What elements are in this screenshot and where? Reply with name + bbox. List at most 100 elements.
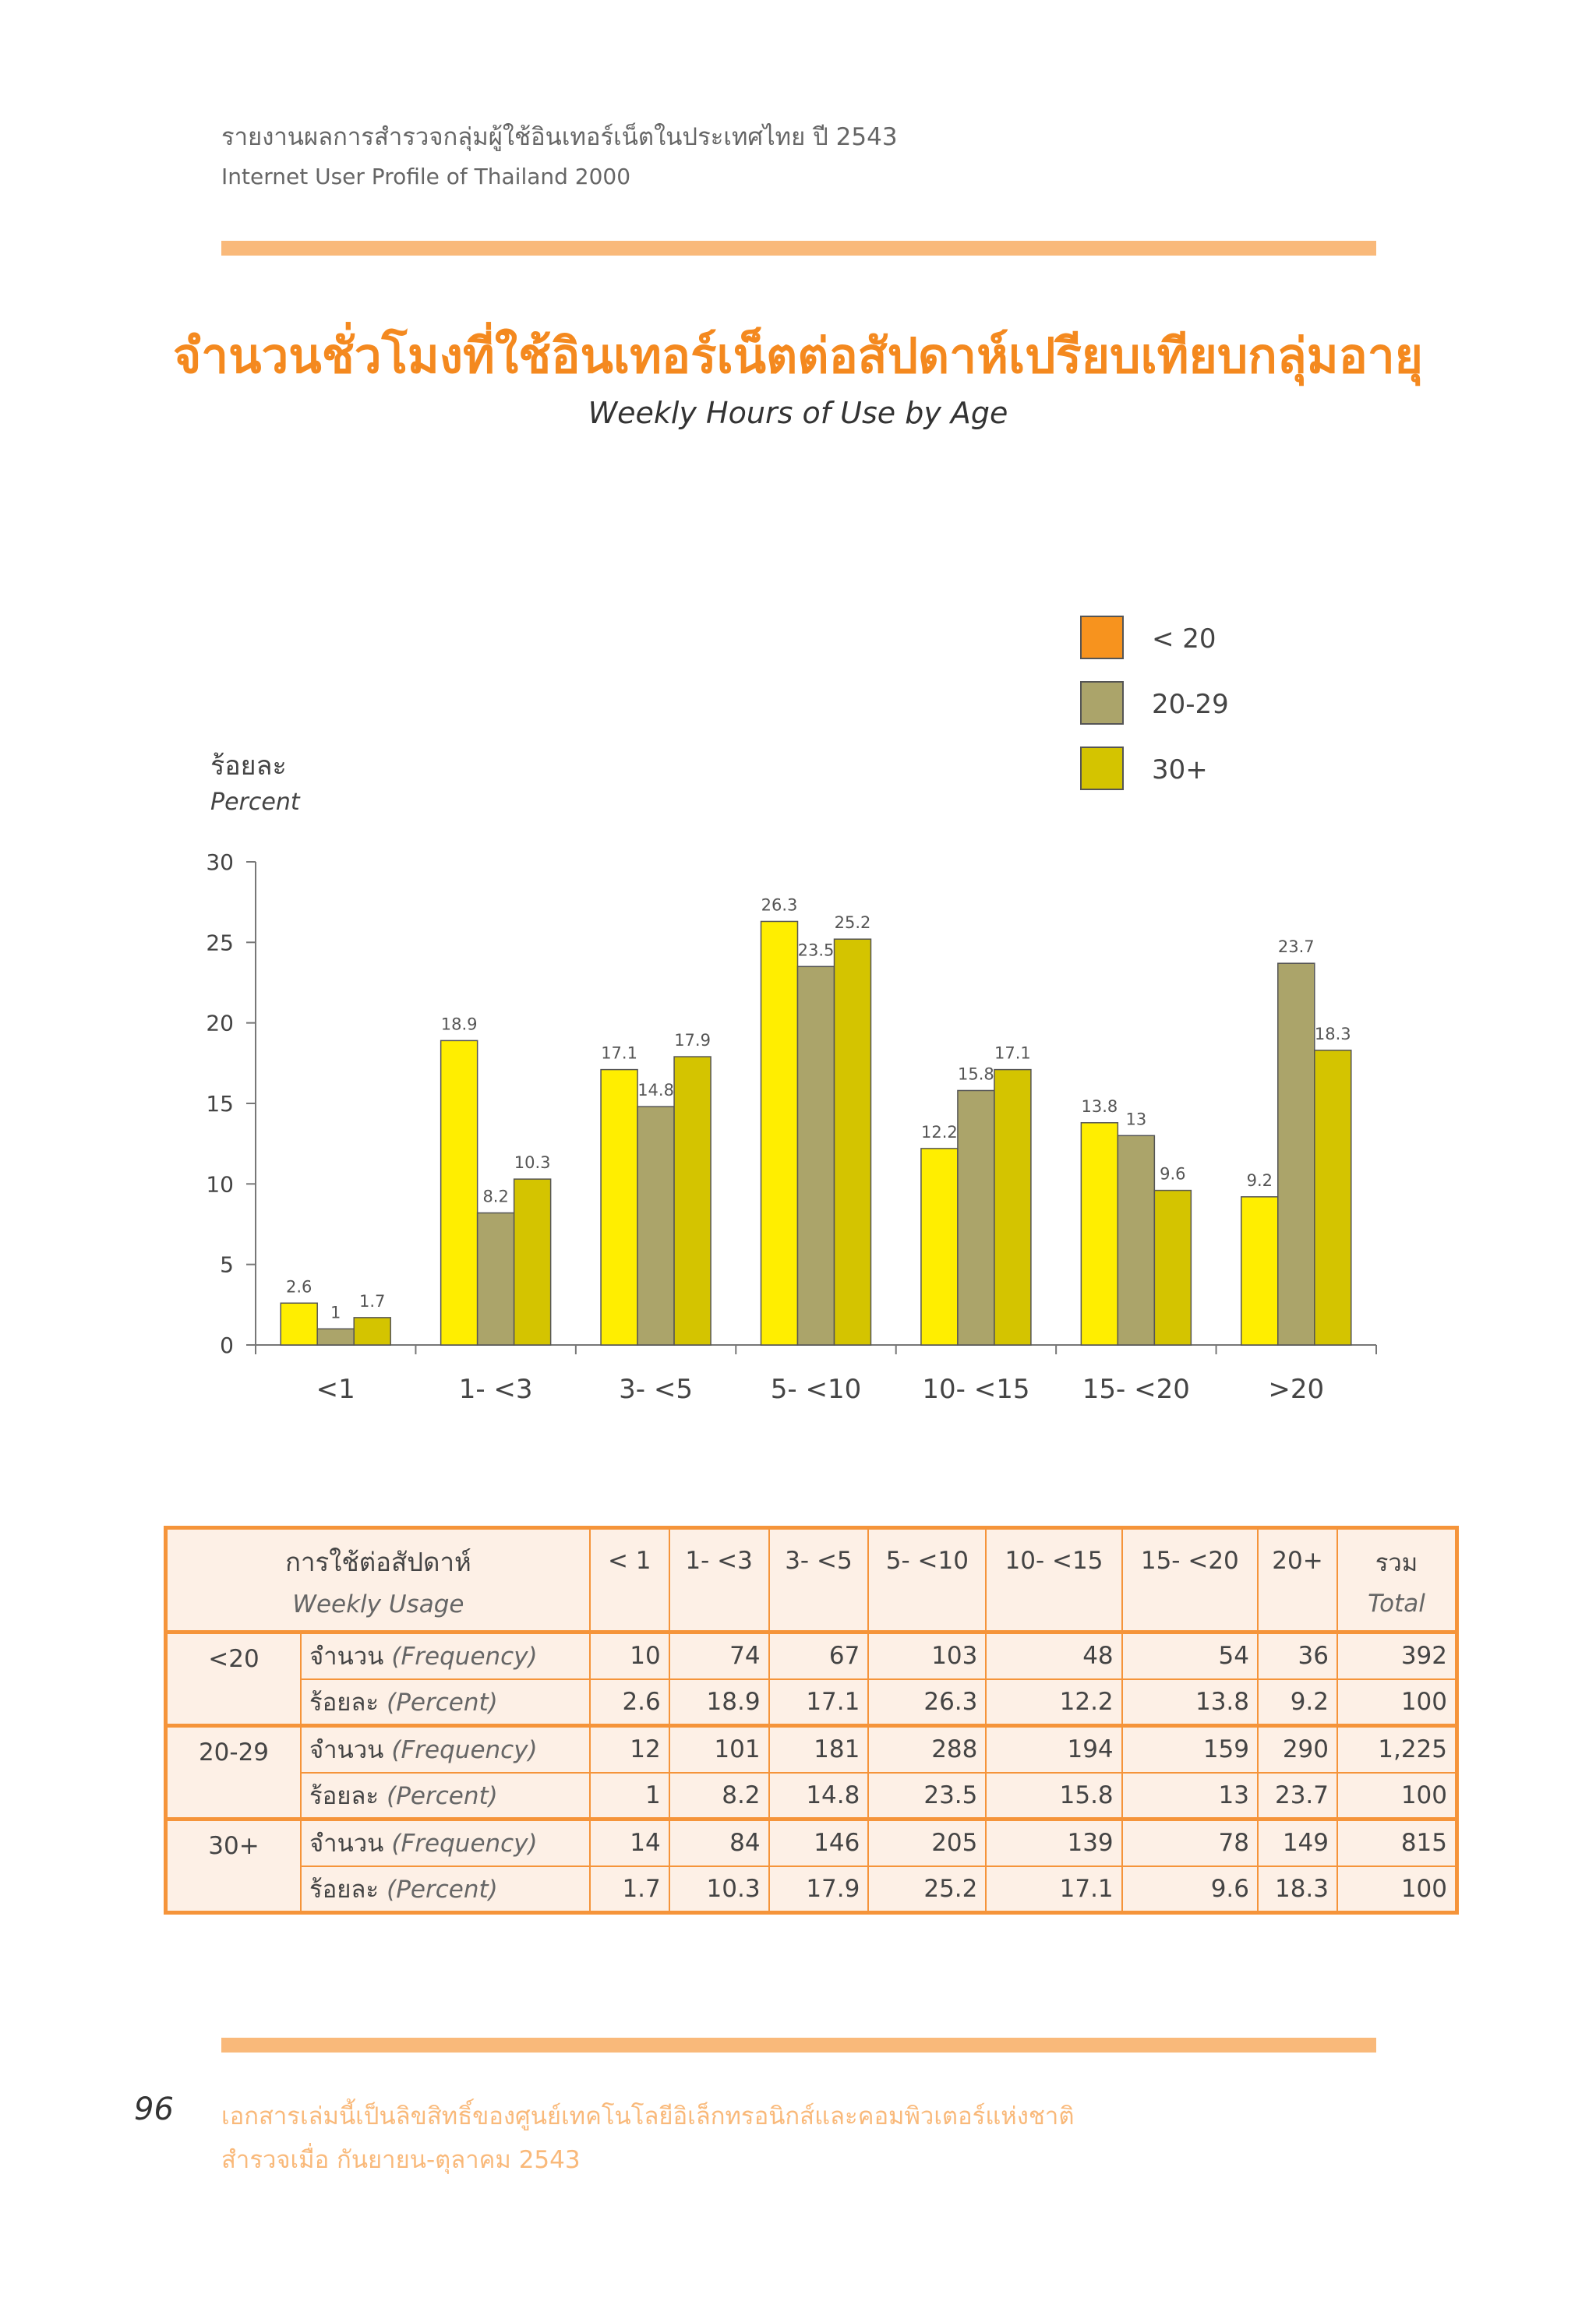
bar-value-label: 17.1 bbox=[994, 1044, 1031, 1063]
table-col-header: 10- <15 bbox=[985, 1527, 1123, 1634]
table-cell: 26.3 bbox=[867, 1678, 987, 1728]
table-cell: 1 bbox=[588, 1771, 670, 1821]
table-cell: 392 bbox=[1336, 1631, 1458, 1680]
table-cell: 8.2 bbox=[668, 1771, 770, 1821]
table-cell: 17.9 bbox=[768, 1865, 870, 1914]
table-cell: 100 bbox=[1336, 1771, 1458, 1821]
bar-20-29 bbox=[637, 1106, 675, 1346]
bar-30plus bbox=[994, 1068, 1032, 1346]
table-cell: 17.1 bbox=[768, 1678, 870, 1728]
table-header-total-thai: รวม bbox=[1375, 1548, 1418, 1577]
table-cell: 18.9 bbox=[668, 1678, 770, 1728]
y-tick-label: 30 bbox=[206, 849, 234, 875]
legend-label-lt20: < 20 bbox=[1152, 623, 1216, 655]
table-cell: 815 bbox=[1336, 1818, 1458, 1867]
table-cell: 139 bbox=[985, 1818, 1123, 1867]
table-cell: 84 bbox=[668, 1818, 770, 1867]
bar-lt20 bbox=[760, 920, 799, 1346]
table-cell: 18.3 bbox=[1257, 1865, 1338, 1914]
y-tick-label: 20 bbox=[206, 1011, 234, 1036]
table-cell: 78 bbox=[1121, 1818, 1259, 1867]
legend-swatch-20-29 bbox=[1080, 681, 1124, 725]
table-cell: 100 bbox=[1336, 1865, 1458, 1914]
bar-value-label: 23.7 bbox=[1278, 937, 1315, 956]
table-cell: 146 bbox=[768, 1818, 870, 1867]
bar-lt20 bbox=[1241, 1196, 1279, 1346]
bottom-divider-band bbox=[221, 2038, 1376, 2053]
bar-value-label: 18.3 bbox=[1315, 1025, 1351, 1043]
row-label-english: (Frequency) bbox=[391, 1643, 538, 1671]
y-axis-unit-english: Percent bbox=[210, 789, 300, 816]
table-header-total-english: Total bbox=[1368, 1589, 1425, 1618]
table-col-header: 15- <20 bbox=[1121, 1527, 1259, 1634]
table-cell: 1.7 bbox=[588, 1865, 670, 1914]
row-label-english: (Percent) bbox=[387, 1875, 498, 1904]
table-col-header: 1- <3 bbox=[668, 1527, 770, 1634]
table-cell: 103 bbox=[867, 1631, 987, 1680]
legend-swatch-30plus bbox=[1080, 747, 1124, 790]
weekly-usage-table: การใช้ต่อสัปดาห์ Weekly Usage < 1 1- <3 … bbox=[164, 1526, 1459, 1915]
row-label-percent: ร้อยละ (Percent) bbox=[300, 1771, 591, 1821]
y-tick-label: 0 bbox=[220, 1332, 234, 1358]
table-row: 30+ จำนวน (Frequency) 14 84 146 205 139 78 149 815 bbox=[164, 1818, 1458, 1914]
table-header-usage: การใช้ต่อสัปดาห์ Weekly Usage bbox=[164, 1527, 591, 1634]
bar-value-label: 14.8 bbox=[637, 1081, 674, 1100]
bar-value-label: 8.2 bbox=[482, 1188, 508, 1206]
bar-20-29 bbox=[1117, 1135, 1156, 1346]
bar-lt20 bbox=[280, 1302, 318, 1346]
bar-value-label: 17.9 bbox=[674, 1031, 711, 1050]
row-label-thai: ร้อยละ bbox=[309, 1688, 380, 1717]
bar-20-29 bbox=[476, 1212, 515, 1346]
bar-value-label: 13.8 bbox=[1081, 1097, 1118, 1116]
table-row: ร้อยละ (Percent) 1.7 10.3 17.9 25.2 17.1 9.6 18.… bbox=[166, 1865, 1458, 1914]
bar-30plus bbox=[833, 938, 872, 1346]
table-cell: 14.8 bbox=[768, 1771, 870, 1821]
footer-copyright: เอกสารเล่มนี้เป็นลิขสิทธิ์ของศูนย์เทคโนโ… bbox=[221, 2102, 1075, 2130]
table-cell: 12 bbox=[588, 1724, 670, 1774]
bar-30plus bbox=[673, 1056, 711, 1346]
bar-value-label: 9.6 bbox=[1160, 1165, 1185, 1184]
y-tick-label: 25 bbox=[206, 930, 234, 955]
table-cell: 10.3 bbox=[668, 1865, 770, 1914]
table-cell: 13 bbox=[1121, 1771, 1259, 1821]
footer-survey-date: สำรวจเมื่อ กันยายน-ตุลาคม 2543 bbox=[221, 2146, 581, 2174]
table-cell: 54 bbox=[1121, 1631, 1259, 1680]
table-cell: 9.2 bbox=[1257, 1678, 1338, 1728]
table-cell: 74 bbox=[668, 1631, 770, 1680]
bar-value-label: 26.3 bbox=[761, 895, 798, 914]
row-label-thai: จำนวน bbox=[309, 1736, 384, 1765]
report-title-thai: รายงานผลการสำรวจกลุ่มผู้ใช้อินเทอร์เน็ตใ… bbox=[221, 123, 898, 151]
bar-20-29 bbox=[957, 1089, 995, 1346]
y-tick-label: 10 bbox=[206, 1171, 234, 1197]
table-cell: 23.7 bbox=[1257, 1771, 1338, 1821]
table-body: <20 จำนวน (Frequency) 10 74 67 103 48 54 36 392 ร้อ… bbox=[164, 1631, 1458, 1914]
y-tick-label: 15 bbox=[206, 1091, 234, 1117]
bar-value-label: 15.8 bbox=[958, 1064, 994, 1083]
y-tick-label: 5 bbox=[220, 1252, 234, 1278]
table-cell: 15.8 bbox=[985, 1771, 1123, 1821]
table-col-header: < 1 bbox=[588, 1527, 670, 1634]
x-category-label: <1 bbox=[316, 1374, 355, 1405]
bar-value-label: 18.9 bbox=[441, 1015, 478, 1033]
row-label-thai: จำนวน bbox=[309, 1830, 384, 1858]
bar-value-label: 13 bbox=[1125, 1110, 1146, 1128]
table-cell: 2.6 bbox=[588, 1678, 670, 1728]
bar-value-label: 1.7 bbox=[359, 1292, 385, 1311]
table-header-row: การใช้ต่อสัปดาห์ Weekly Usage < 1 1- <3 … bbox=[164, 1527, 1458, 1634]
bar-20-29 bbox=[796, 965, 835, 1346]
bar-lt20 bbox=[920, 1148, 959, 1346]
table-row: ร้อยละ (Percent) 1 8.2 14.8 23.5 15.8 13 23.7 100 bbox=[166, 1771, 1458, 1821]
x-category-label: 1- <3 bbox=[459, 1374, 533, 1405]
table-cell: 36 bbox=[1257, 1631, 1338, 1680]
table-cell: 67 bbox=[768, 1631, 870, 1680]
legend-swatch-lt20 bbox=[1080, 616, 1124, 659]
bar-value-label: 10.3 bbox=[514, 1153, 551, 1172]
bar-value-label: 9.2 bbox=[1247, 1171, 1273, 1190]
table-cell: 194 bbox=[985, 1724, 1123, 1774]
bar-value-label: 23.5 bbox=[798, 941, 835, 959]
table-row: 20-29 จำนวน (Frequency) 12 101 181 288 194 159 29… bbox=[164, 1724, 1458, 1821]
bar-30plus bbox=[1153, 1189, 1192, 1346]
table-col-header: 20+ bbox=[1257, 1527, 1338, 1634]
table-group-label: <20 bbox=[164, 1631, 302, 1728]
table-cell: 10 bbox=[588, 1631, 670, 1680]
